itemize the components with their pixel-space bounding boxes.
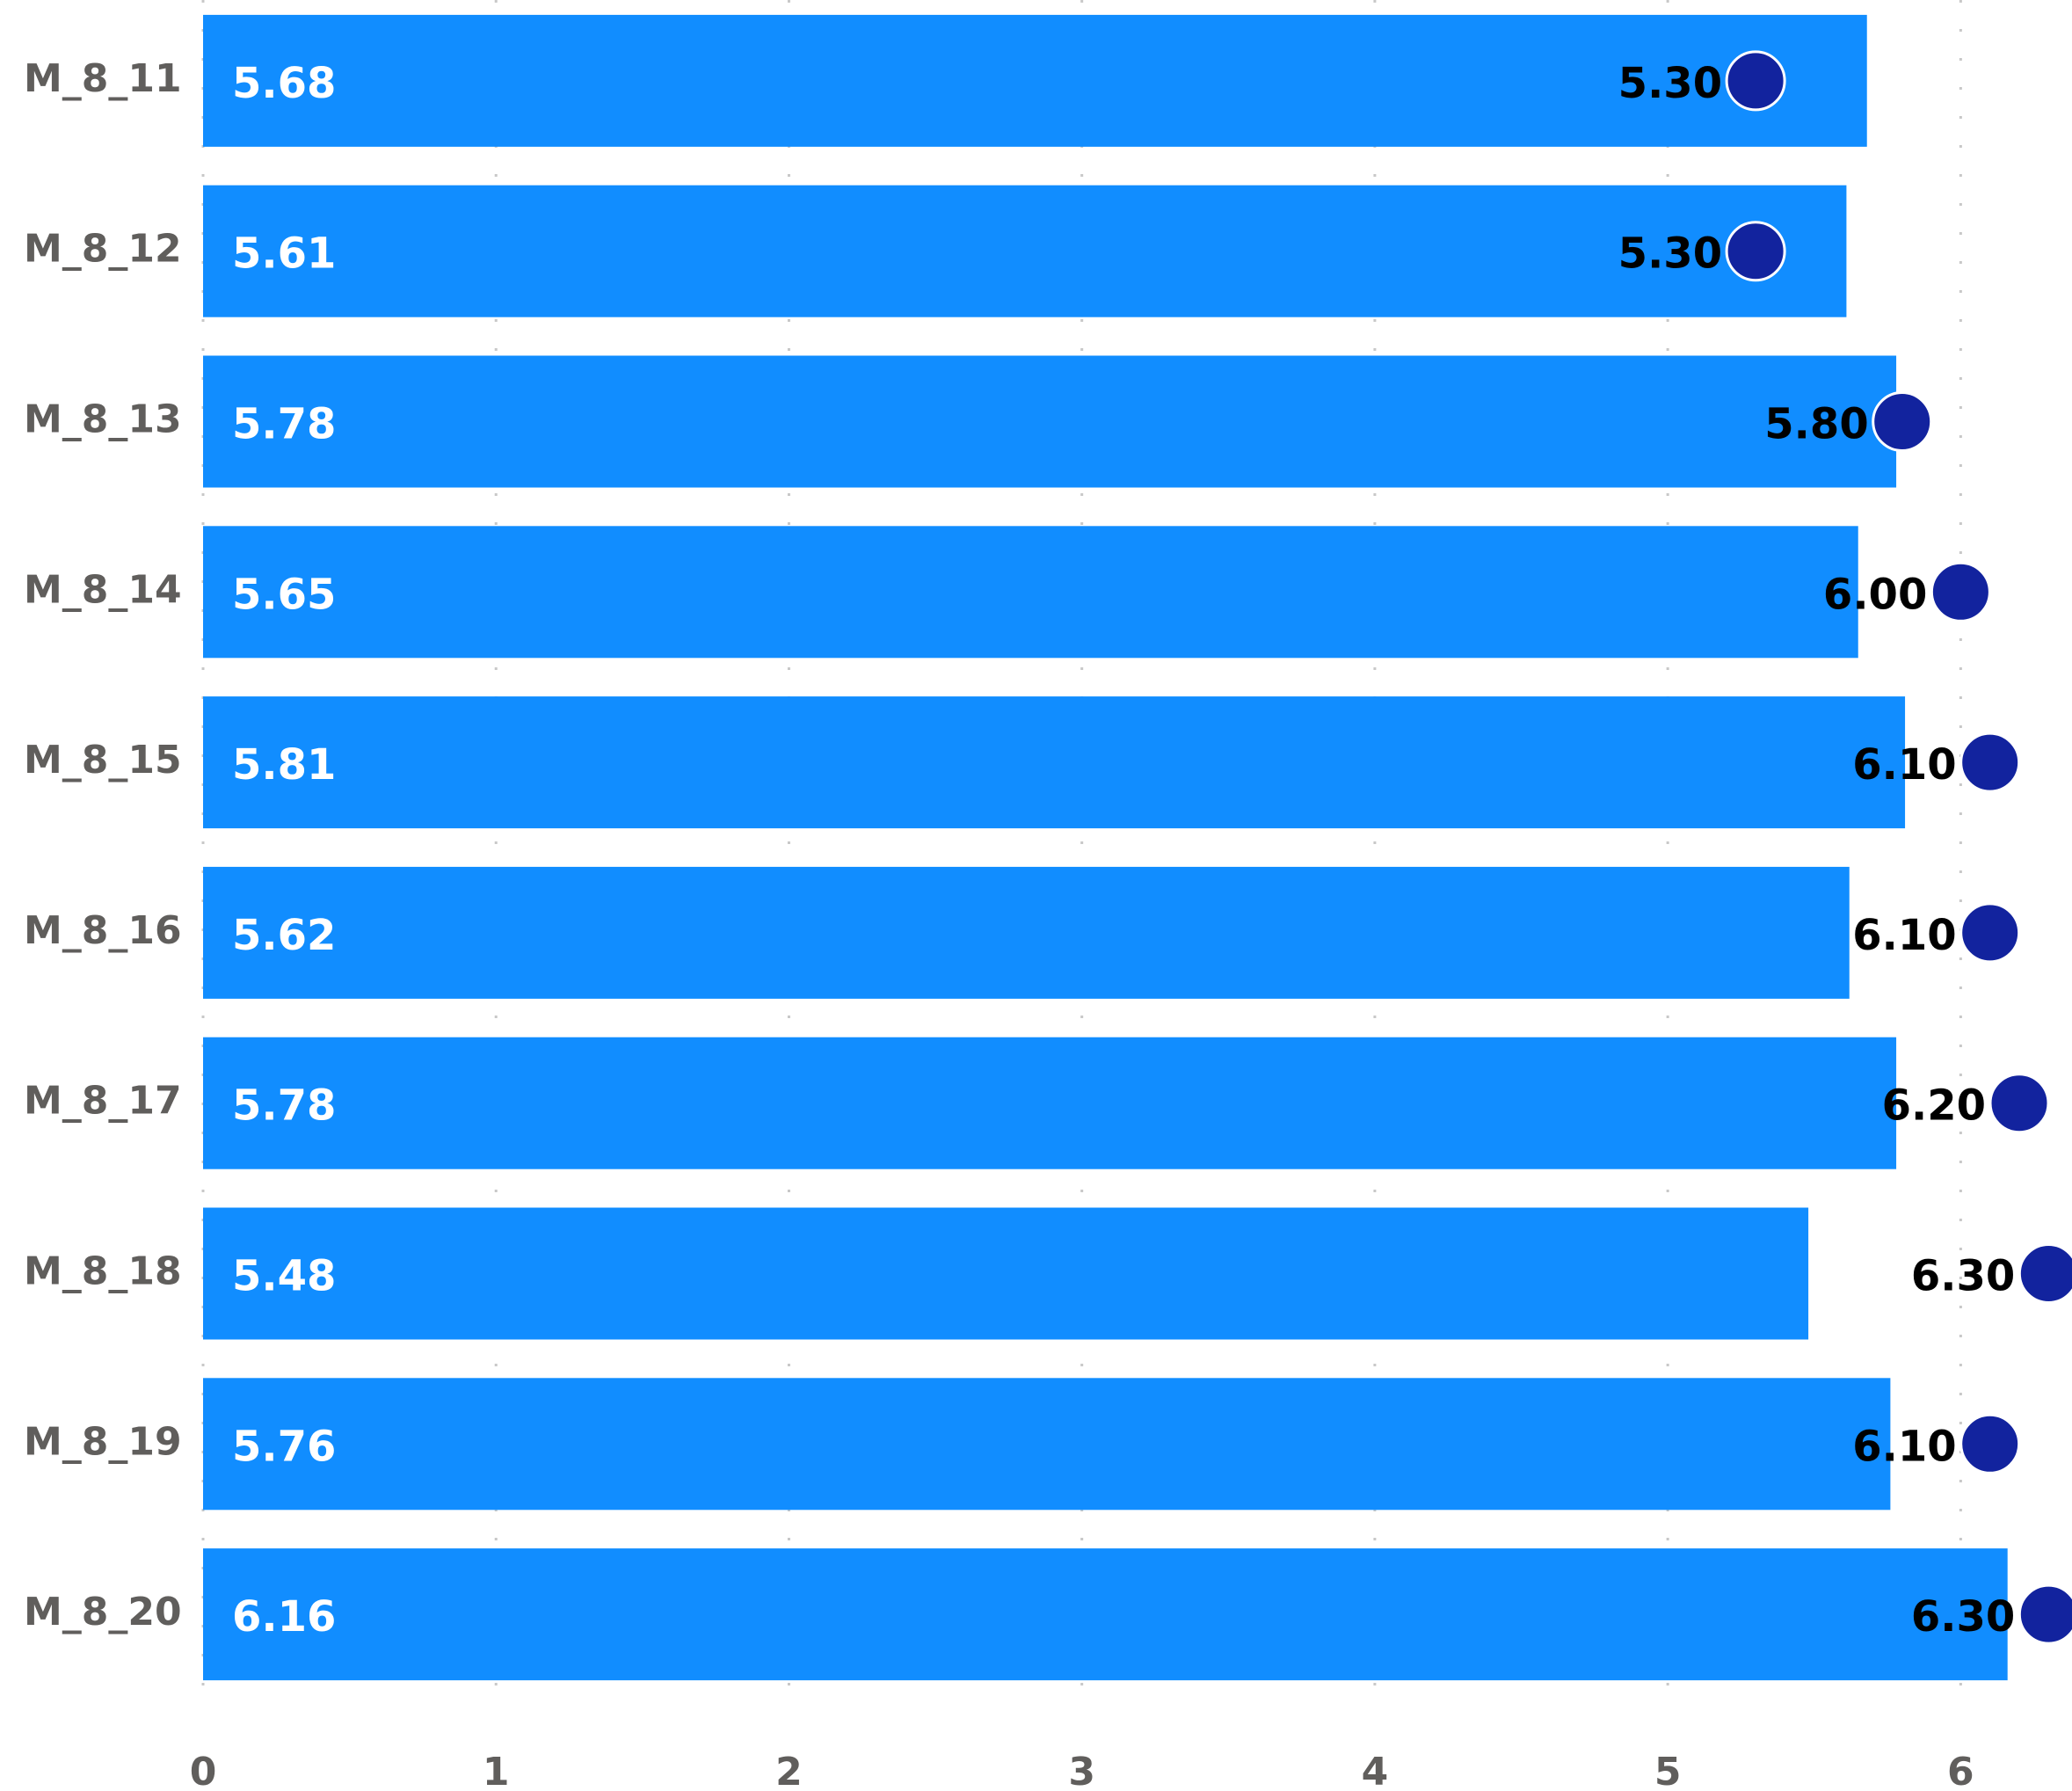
target-value-label: 6.10 — [1852, 1422, 1956, 1471]
category-label: M_8_14 — [24, 567, 182, 612]
bar-value-label: 5.76 — [232, 1422, 336, 1471]
target-value-label: 6.30 — [1911, 1592, 2015, 1642]
category-label: M_8_19 — [24, 1419, 182, 1464]
target-value-label: 5.30 — [1618, 229, 1722, 279]
x-tick-label: 1 — [483, 1750, 510, 1791]
category-label: M_8_20 — [24, 1590, 182, 1634]
target-dot — [1959, 902, 2021, 964]
bar — [203, 526, 1858, 659]
x-tick-label: 5 — [1654, 1750, 1682, 1791]
target-dot — [1959, 1413, 2021, 1474]
target-value-label: 6.20 — [1882, 1081, 1986, 1131]
x-tick-label: 4 — [1362, 1750, 1389, 1791]
bar — [203, 1548, 2008, 1681]
target-dot — [2017, 1584, 2072, 1645]
target-dot — [1959, 732, 2021, 793]
bar-value-label: 5.65 — [232, 570, 336, 619]
x-tick-label: 0 — [190, 1750, 217, 1791]
target-dot — [1725, 221, 1786, 282]
x-tick-label: 6 — [1947, 1750, 1974, 1791]
bar-value-label: 5.68 — [232, 59, 336, 108]
category-label: M_8_12 — [24, 227, 182, 272]
target-value-label: 6.10 — [1852, 740, 1956, 790]
bar-value-label: 6.16 — [232, 1592, 336, 1642]
bar — [203, 185, 1847, 317]
target-value-label: 6.10 — [1852, 911, 1956, 960]
bar-value-label: 5.78 — [232, 400, 336, 449]
bar — [203, 1037, 1897, 1169]
bar — [203, 14, 1867, 147]
bar — [203, 696, 1906, 829]
target-dot — [1988, 1073, 2050, 1134]
target-dot — [2017, 1243, 2072, 1304]
target-dot — [1872, 391, 1933, 452]
bar-value-label: 5.48 — [232, 1252, 336, 1301]
bar-value-label: 5.81 — [232, 740, 336, 790]
bar-value-label: 5.61 — [232, 229, 336, 279]
target-value-label: 5.30 — [1618, 59, 1722, 108]
category-label: M_8_11 — [24, 56, 182, 101]
target-value-label: 6.30 — [1911, 1252, 2015, 1301]
category-label: M_8_17 — [24, 1079, 182, 1124]
category-label: M_8_13 — [24, 397, 182, 442]
category-label: M_8_18 — [24, 1249, 182, 1294]
bar — [203, 1378, 1891, 1511]
x-tick-label: 3 — [1068, 1750, 1095, 1791]
bar — [203, 866, 1850, 999]
x-tick-label: 2 — [775, 1750, 803, 1791]
bar — [203, 355, 1897, 488]
target-value-label: 5.80 — [1764, 400, 1868, 449]
bar-value-label: 5.78 — [232, 1081, 336, 1131]
target-dot — [1725, 50, 1786, 112]
bar — [203, 1207, 1809, 1340]
target-dot — [1930, 561, 1991, 622]
bar-value-label: 5.62 — [232, 911, 336, 960]
category-label: M_8_16 — [24, 908, 182, 953]
target-value-label: 6.00 — [1823, 570, 1927, 619]
category-label: M_8_15 — [24, 738, 182, 783]
